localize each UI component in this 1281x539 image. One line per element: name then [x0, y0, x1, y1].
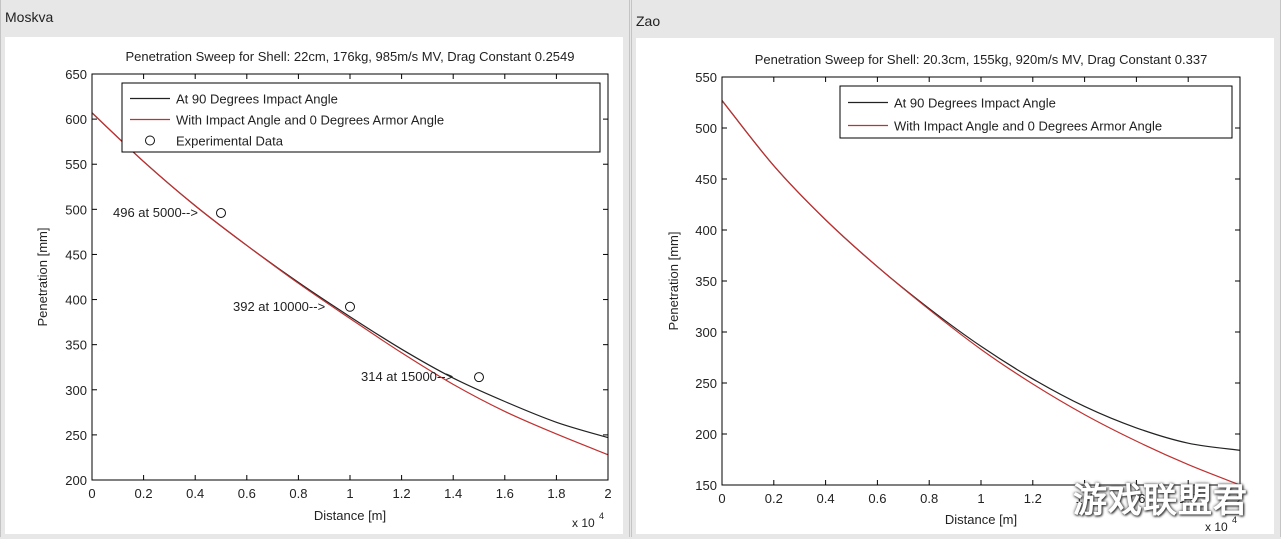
x-tick-label: 0.4 — [817, 491, 835, 506]
y-tick-label: 400 — [65, 293, 87, 308]
chart-title: Penetration Sweep for Shell: 22cm, 176kg… — [125, 49, 574, 64]
x-tick-label: 0.6 — [238, 486, 256, 501]
y-tick-label: 550 — [65, 157, 87, 172]
y-tick-label: 300 — [65, 383, 87, 398]
point-annotation: 314 at 15000--> — [361, 369, 453, 384]
x-tick-label: 0.8 — [289, 486, 307, 501]
x-axis-label: Distance [m] — [945, 512, 1017, 527]
experimental-point — [216, 207, 226, 218]
x-tick-label: 1.6 — [1127, 491, 1145, 506]
x-axis-label: Distance [m] — [314, 508, 386, 523]
watermark-text: 游戏联盟君 — [1073, 481, 1248, 521]
y-tick-label: 450 — [695, 172, 717, 187]
x-tick-label: 0.2 — [765, 491, 783, 506]
y-axis-label: Penetration [mm] — [666, 232, 681, 331]
x-multiplier-exponent: 4 — [599, 511, 604, 521]
series-line-2 — [91, 112, 609, 456]
legend-entry: With Impact Angle and 0 Degrees Armor An… — [176, 113, 444, 128]
x-tick-label: 1.6 — [496, 486, 514, 501]
legend-swatch-marker — [145, 135, 155, 146]
chart-title: Penetration Sweep for Shell: 20.3cm, 155… — [755, 52, 1208, 67]
panel-title-moskva: Moskva — [5, 9, 54, 25]
x-multiplier-label: x 10 — [1205, 520, 1228, 534]
x-tick-label: 2 — [604, 486, 611, 501]
y-axis-label: Penetration [mm] — [35, 228, 50, 327]
series-line-1 — [91, 112, 609, 439]
y-tick-label: 500 — [695, 121, 717, 136]
x-tick-label: 0.6 — [868, 491, 886, 506]
chart-moskva: Penetration Sweep for Shell: 22cm, 176kg… — [35, 49, 612, 530]
point-annotation: 392 at 10000--> — [233, 299, 325, 314]
figure-moskva: Penetration Sweep for Shell: 22cm, 176kg… — [5, 37, 623, 534]
x-tick-label: 1.4 — [1076, 491, 1094, 506]
left-window-frame — [0, 0, 630, 537]
y-tick-label: 650 — [65, 67, 87, 82]
x-tick-label: 1 — [346, 486, 353, 501]
x-tick-label: 0.2 — [135, 486, 153, 501]
y-tick-label: 350 — [695, 274, 717, 289]
panel-title-zao: Zao — [636, 13, 661, 29]
series-line-2 — [721, 100, 1241, 486]
y-tick-label: 350 — [65, 338, 87, 353]
legend-entry: With Impact Angle and 0 Degrees Armor An… — [894, 119, 1162, 134]
legend-box — [121, 82, 601, 153]
y-tick-label: 600 — [65, 112, 87, 127]
x-tick-label: 0 — [718, 491, 725, 506]
y-tick-label: 550 — [695, 70, 717, 85]
chart-zao: Penetration Sweep for Shell: 20.3cm, 155… — [666, 52, 1244, 534]
experimental-point — [345, 301, 355, 312]
y-tick-label: 150 — [695, 478, 717, 493]
x-tick-label: 1.2 — [1024, 491, 1042, 506]
experimental-point — [474, 372, 484, 383]
y-tick-label: 450 — [65, 247, 87, 262]
x-multiplier-exponent: 4 — [1232, 515, 1237, 525]
series-line-1 — [721, 100, 1241, 451]
y-tick-label: 250 — [65, 428, 87, 443]
x-tick-label: 0.4 — [186, 486, 204, 501]
legend-entry: At 90 Degrees Impact Angle — [894, 96, 1056, 111]
x-tick-label: 0 — [88, 486, 95, 501]
x-tick-label: 1.8 — [547, 486, 565, 501]
x-tick-label: 1.4 — [444, 486, 462, 501]
x-tick-label: 1 — [977, 491, 984, 506]
x-multiplier-label: x 10 — [572, 516, 595, 530]
x-tick-label: 2 — [1236, 491, 1243, 506]
figure-zao: Penetration Sweep for Shell: 20.3cm, 155… — [636, 38, 1274, 534]
y-tick-label: 200 — [695, 427, 717, 442]
y-tick-label: 200 — [65, 473, 87, 488]
x-tick-label: 0.8 — [920, 491, 938, 506]
y-tick-label: 500 — [65, 202, 87, 217]
y-tick-label: 300 — [695, 325, 717, 340]
legend-box — [839, 85, 1233, 139]
x-tick-label: 1.8 — [1179, 491, 1197, 506]
legend-entry: Experimental Data — [176, 134, 284, 149]
y-tick-label: 250 — [695, 376, 717, 391]
point-annotation: 496 at 5000--> — [113, 205, 198, 220]
legend-entry: At 90 Degrees Impact Angle — [176, 92, 338, 107]
x-tick-label: 1.2 — [393, 486, 411, 501]
y-tick-label: 400 — [695, 223, 717, 238]
